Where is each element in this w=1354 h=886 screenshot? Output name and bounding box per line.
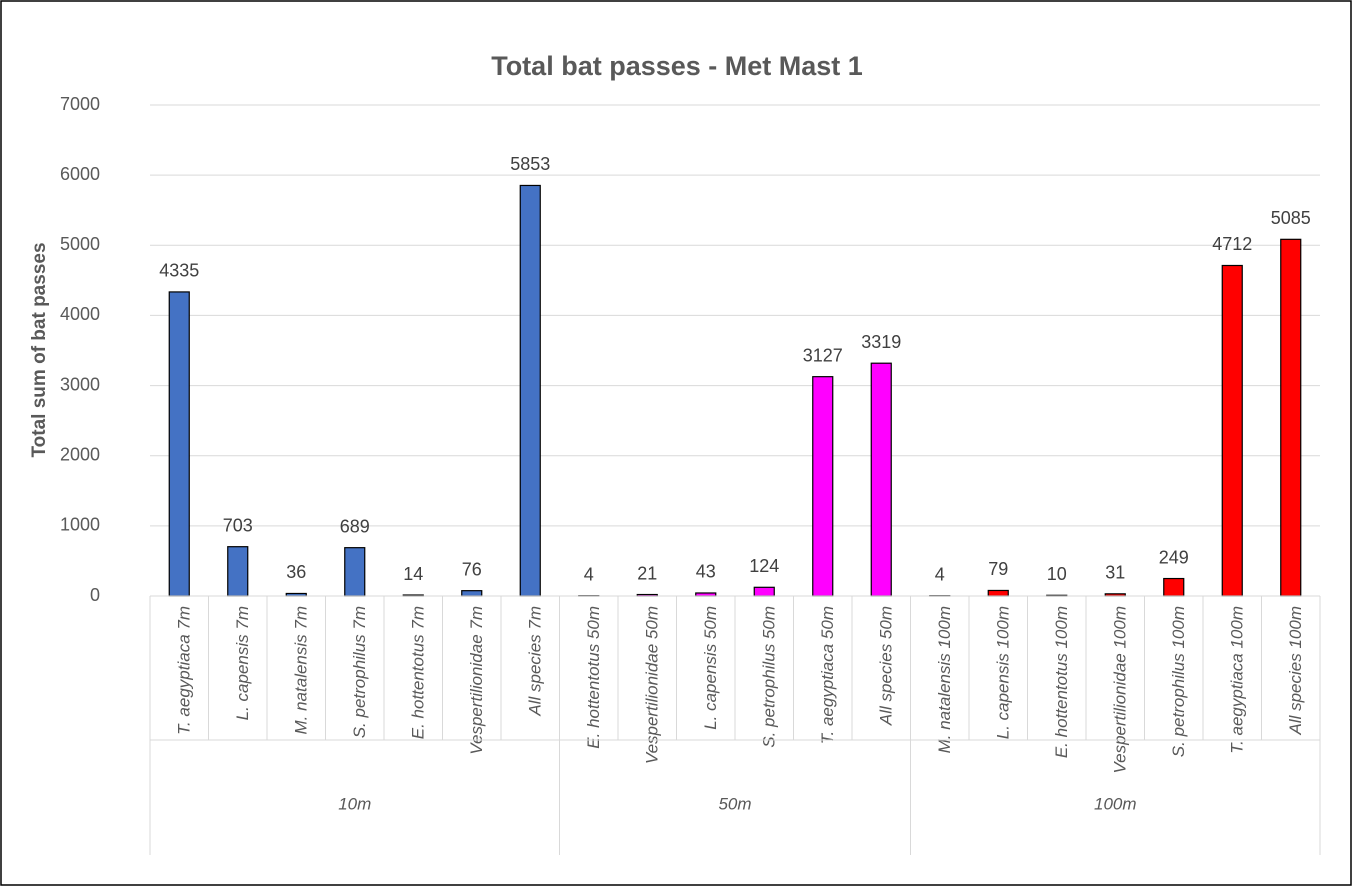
data-label: 703	[223, 515, 253, 535]
y-tick-label: 4000	[60, 304, 100, 324]
data-label: 4335	[159, 261, 199, 281]
data-label: 3127	[803, 345, 843, 365]
y-axis-label: Total sum of bat passes	[29, 242, 50, 457]
bar	[1280, 238, 1302, 597]
data-label: 36	[286, 562, 306, 582]
y-tick-label: 6000	[60, 164, 100, 184]
data-label: 249	[1159, 547, 1189, 567]
data-label: 689	[340, 516, 370, 536]
bar	[753, 586, 775, 597]
bar	[1163, 577, 1185, 597]
data-label: 43	[696, 562, 716, 582]
x-tick-label: Vespertilionidae 7m	[467, 606, 486, 755]
bar	[812, 376, 834, 597]
y-tick-label: 1000	[60, 515, 100, 535]
data-label: 4	[584, 564, 594, 584]
group-label: 50m	[718, 794, 751, 813]
bar	[344, 547, 366, 597]
x-tick-label: E. hottentotus 100m	[1052, 606, 1071, 758]
x-tick-label: Vespertilionidae 100m	[1111, 606, 1130, 774]
group-label: 100m	[1094, 794, 1137, 813]
bar	[1221, 264, 1243, 597]
bar	[461, 590, 483, 597]
x-tick-label: S. petrophilus 7m	[350, 606, 369, 738]
data-label: 14	[403, 564, 423, 584]
y-tick-label: 5000	[60, 234, 100, 254]
x-tick-label: M. natalensis 7m	[292, 606, 311, 735]
y-tick-label: 2000	[60, 444, 100, 464]
data-label: 31	[1105, 563, 1125, 583]
data-label: 5853	[510, 154, 550, 174]
x-tick-label: L. capensis 100m	[994, 606, 1013, 739]
data-label: 79	[988, 559, 1008, 579]
data-label: 4712	[1212, 234, 1252, 254]
data-label: 124	[749, 556, 779, 576]
x-tick-label: T. aegyptiaca 100m	[1228, 606, 1247, 754]
data-label: 21	[637, 563, 657, 583]
x-tick-label: E. hottentotus 50m	[584, 606, 603, 749]
x-tick-label: All species 100m	[1286, 606, 1305, 736]
bar	[168, 291, 190, 597]
data-label: 10	[1047, 564, 1067, 584]
bar	[519, 184, 541, 597]
data-label: 3319	[861, 332, 901, 352]
bar	[987, 589, 1009, 597]
data-label: 4	[935, 564, 945, 584]
y-tick-label: 0	[90, 585, 100, 605]
x-tick-label: T. aegyptiaca 7m	[175, 606, 194, 735]
x-tick-label: E. hottentotus 7m	[409, 606, 428, 739]
x-tick-label: All species 50m	[877, 606, 896, 726]
x-tick-label: All species 7m	[526, 606, 545, 717]
x-tick-label: M. natalensis 100m	[935, 606, 954, 753]
x-tick-label: S. petrophilus 100m	[1169, 606, 1188, 757]
bar	[870, 362, 892, 597]
data-label: 76	[462, 559, 482, 579]
y-tick-label: 7000	[60, 94, 100, 114]
x-tick-label: T. aegyptiaca 50m	[818, 606, 837, 744]
x-tick-label: L. capensis 7m	[233, 606, 252, 720]
chart-title: Total bat passes - Met Mast 1	[491, 51, 863, 81]
data-label: 5085	[1271, 208, 1311, 228]
x-tick-label: Vespertilionidae 50m	[643, 606, 662, 764]
x-tick-label: L. capensis 50m	[701, 606, 720, 730]
x-tick-label: S. petrophilus 50m	[760, 606, 779, 748]
y-tick-label: 3000	[60, 374, 100, 394]
bar	[227, 546, 249, 597]
group-label: 10m	[338, 794, 371, 813]
